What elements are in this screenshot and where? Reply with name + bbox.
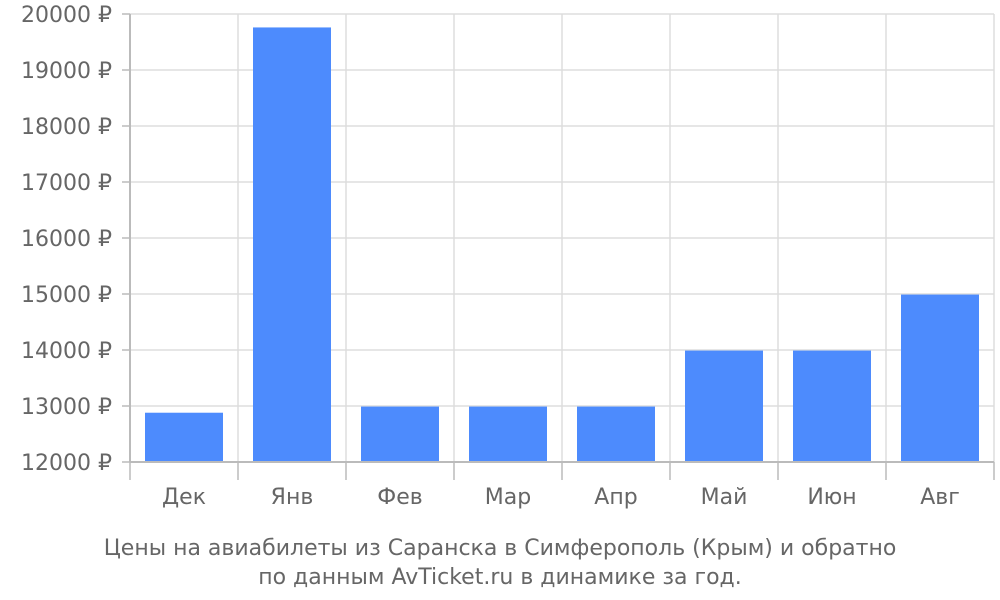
bar-4 bbox=[577, 406, 655, 462]
x-tick-label: Июн bbox=[807, 485, 856, 510]
axes bbox=[122, 13, 995, 480]
y-tick-label: 19000 ₽ bbox=[21, 59, 112, 84]
y-tick-label: 17000 ₽ bbox=[21, 171, 112, 196]
x-tick-label: Янв bbox=[271, 485, 314, 510]
x-tick-label: Апр bbox=[594, 485, 637, 510]
y-tick-labels: 12000 ₽ 13000 ₽ 14000 ₽ 15000 ₽ 16000 ₽ 17000… bbox=[21, 3, 112, 476]
y-tick-label: 16000 ₽ bbox=[21, 227, 112, 252]
x-tick-labels: Дек Янв Фев Мар Апр Май Июн Авг bbox=[162, 485, 960, 510]
y-tick-label: 20000 ₽ bbox=[21, 3, 112, 28]
y-tick-label: 18000 ₽ bbox=[21, 115, 112, 140]
bar-5 bbox=[685, 350, 763, 462]
y-tick-label: 15000 ₽ bbox=[21, 283, 112, 308]
x-tick-label: Май bbox=[701, 485, 748, 510]
bar-2 bbox=[361, 406, 439, 462]
bar-1 bbox=[253, 27, 331, 462]
x-tick-label: Дек bbox=[162, 485, 206, 510]
y-tick-label: 12000 ₽ bbox=[21, 451, 112, 476]
y-tick-label: 14000 ₽ bbox=[21, 339, 112, 364]
bars bbox=[145, 27, 979, 462]
x-tick-label: Фев bbox=[377, 485, 422, 510]
chart-caption-line-2: по данным AvTicket.ru в динамике за год. bbox=[258, 565, 742, 590]
bar-3 bbox=[469, 406, 547, 462]
y-tick-label: 13000 ₽ bbox=[21, 395, 112, 420]
bar-6 bbox=[793, 350, 871, 462]
x-tick-label: Мар bbox=[485, 485, 531, 510]
bar-7 bbox=[901, 294, 979, 462]
x-tick-label: Авг bbox=[920, 485, 960, 510]
bar-0 bbox=[145, 412, 223, 462]
chart-caption-line-1: Цены на авиабилеты из Саранска в Симферо… bbox=[104, 536, 897, 561]
